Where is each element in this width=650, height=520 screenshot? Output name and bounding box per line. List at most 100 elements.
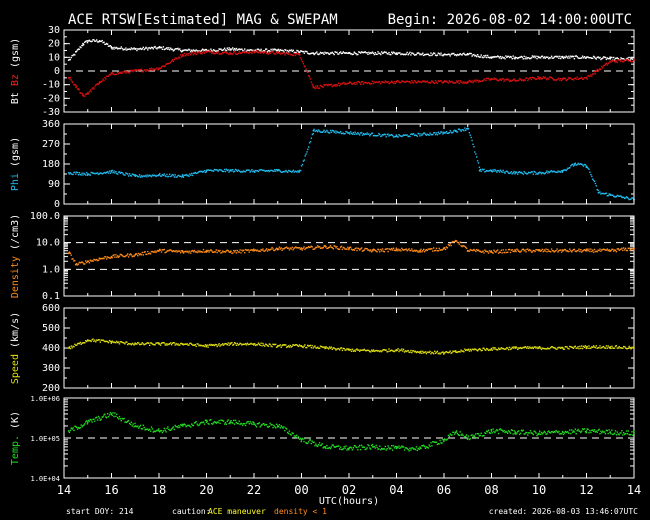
data-point (265, 424, 268, 426)
data-point (393, 249, 396, 251)
data-point (134, 70, 137, 72)
data-point (574, 345, 576, 347)
data-point (570, 432, 572, 435)
data-point (191, 174, 194, 177)
data-point (365, 448, 367, 450)
data-point (434, 441, 437, 443)
data-point (355, 133, 357, 135)
data-point (183, 49, 186, 51)
data-point (589, 347, 591, 349)
data-point (369, 250, 371, 252)
data-point (564, 169, 566, 171)
data-point (575, 164, 577, 166)
data-point (202, 50, 205, 52)
data-point (576, 430, 578, 432)
data-point (92, 338, 94, 340)
data-point (391, 52, 394, 55)
data-point (366, 52, 368, 54)
data-point (374, 135, 376, 137)
data-point (282, 52, 284, 54)
data-point (447, 132, 450, 134)
data-point (540, 55, 543, 58)
data-point (309, 246, 312, 248)
data-point (172, 426, 175, 428)
data-point (183, 343, 186, 345)
data-point (486, 77, 489, 80)
data-point (141, 428, 143, 430)
data-point (628, 58, 630, 61)
x-axis-label: UTC(hours) (319, 496, 379, 507)
data-point (128, 343, 131, 345)
data-point (372, 52, 375, 54)
data-point (300, 169, 302, 172)
data-point (80, 343, 82, 345)
data-point (258, 49, 260, 51)
data-point (316, 246, 318, 249)
data-point (386, 351, 388, 353)
data-point (117, 418, 120, 420)
data-point (231, 48, 233, 50)
data-point (411, 52, 413, 54)
data-point (451, 434, 453, 436)
data-point (626, 58, 629, 61)
data-point (153, 174, 155, 176)
data-point (430, 81, 432, 83)
data-point (421, 445, 423, 447)
data-point (432, 352, 434, 354)
data-point (367, 53, 369, 55)
data-point (67, 172, 70, 174)
data-point (186, 343, 188, 345)
data-point (364, 349, 366, 352)
data-point (399, 447, 401, 449)
data-point (591, 175, 593, 178)
data-point (184, 49, 186, 51)
data-point (443, 132, 445, 134)
data-point (113, 170, 115, 172)
data-point (150, 175, 153, 178)
data-point (181, 53, 184, 56)
data-point (526, 431, 528, 434)
data-point (490, 78, 493, 81)
data-point (479, 56, 481, 58)
data-point (600, 430, 602, 433)
data-point (385, 248, 387, 250)
data-point (323, 129, 325, 131)
data-point (86, 41, 89, 44)
data-point (111, 414, 113, 417)
data-point (472, 249, 474, 252)
data-point (389, 248, 391, 250)
data-point (361, 446, 364, 448)
data-point (122, 341, 124, 344)
data-point (370, 133, 372, 136)
y-tick-label: 100.0 (30, 211, 60, 222)
data-point (489, 349, 492, 351)
data-point (161, 174, 164, 176)
data-point (294, 344, 296, 346)
data-point (311, 133, 313, 136)
data-point (212, 170, 214, 172)
data-point (549, 347, 551, 350)
data-point (433, 132, 435, 134)
data-point (419, 54, 421, 56)
data-point (507, 347, 509, 349)
data-point (488, 349, 491, 351)
data-point (215, 50, 217, 52)
data-point (88, 420, 91, 422)
data-point (114, 256, 116, 258)
data-point (217, 421, 219, 424)
data-point (397, 52, 399, 54)
data-point (175, 426, 177, 428)
data-point (422, 52, 424, 54)
data-point (259, 52, 261, 54)
data-point (282, 171, 284, 173)
data-point (538, 78, 540, 80)
data-point (501, 78, 503, 80)
data-point (336, 130, 338, 133)
data-point (295, 344, 297, 346)
data-point (248, 343, 250, 346)
data-point (129, 423, 132, 426)
data-point (149, 253, 152, 255)
data-point (96, 83, 98, 86)
data-point (202, 248, 205, 251)
data-point (470, 136, 472, 139)
